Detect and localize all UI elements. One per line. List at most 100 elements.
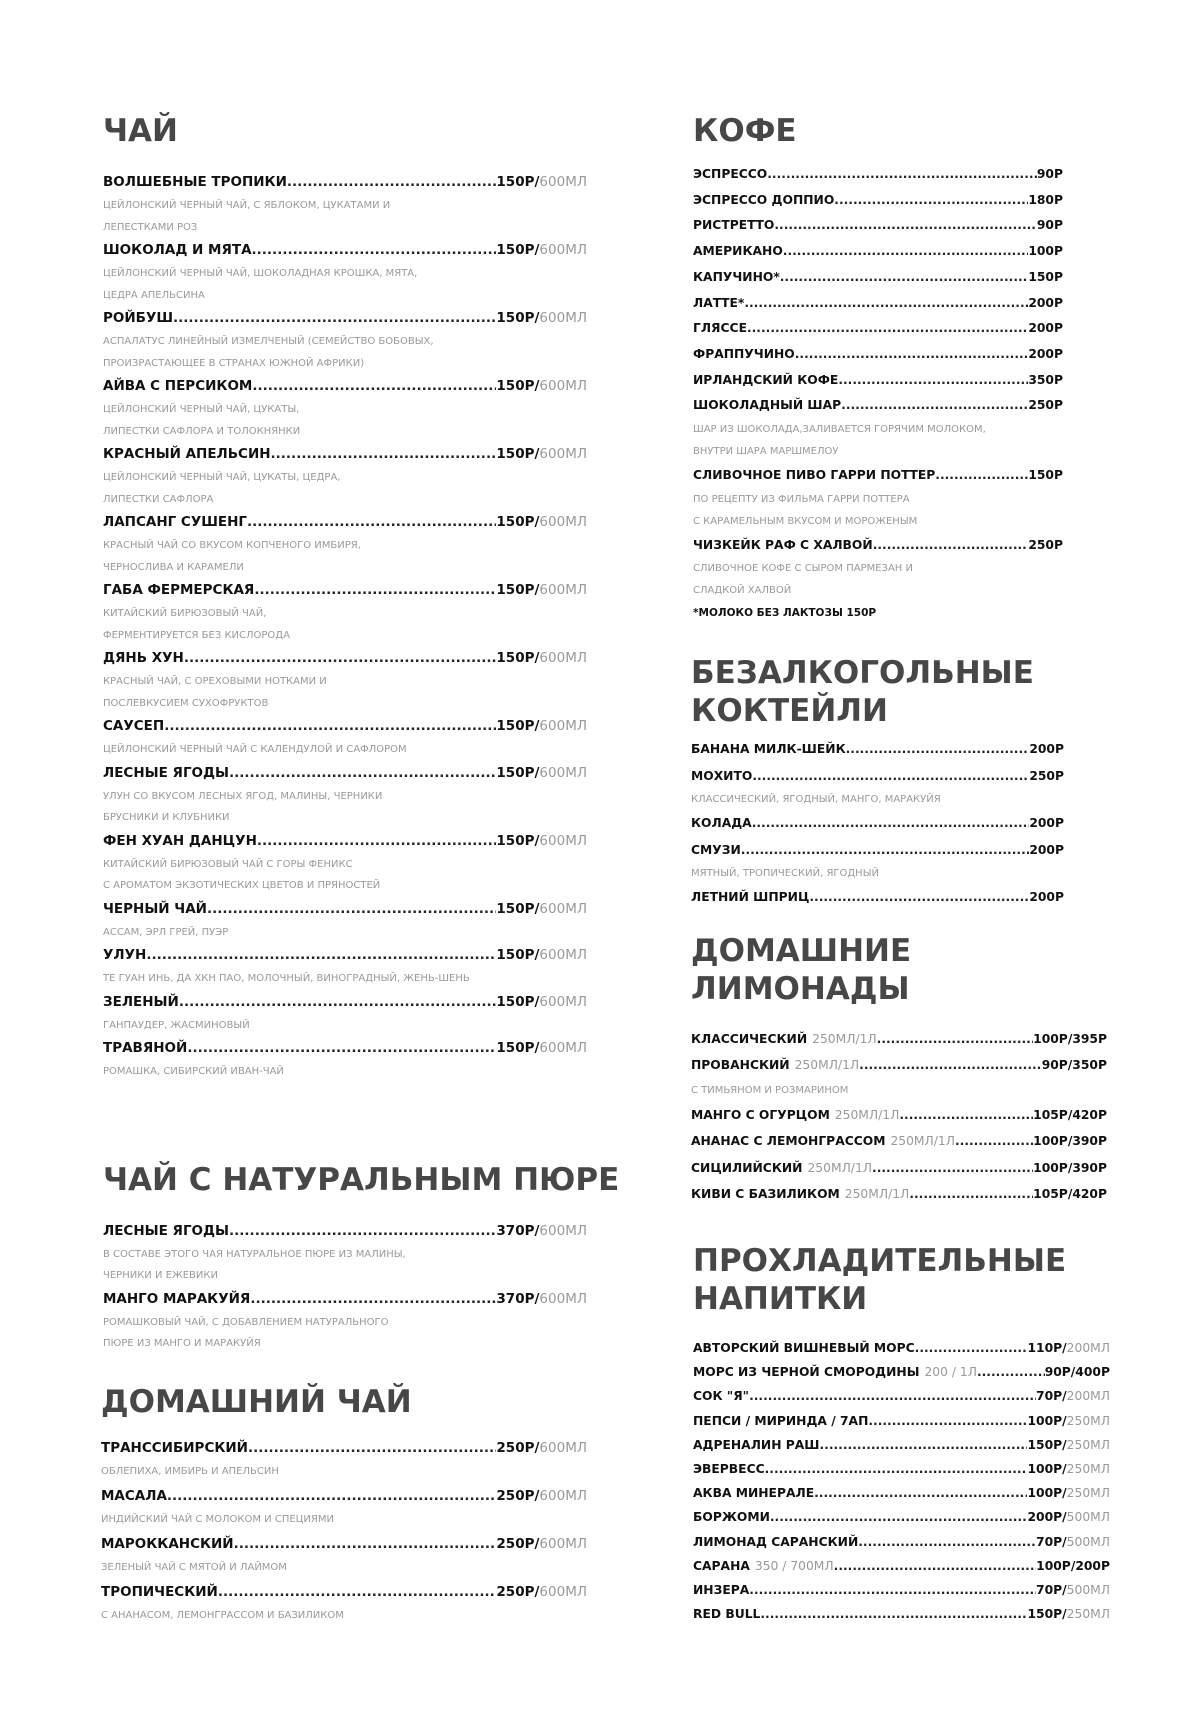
menu-item-row: ЛЕСНЫЕ ЯГОДЫ 370Р/600МЛ (103, 1219, 587, 1244)
item-description: С АНАНАСОМ, ЛЕМОНГРАССОМ И БАЗИЛИКОМ (101, 1609, 344, 1621)
item-price: 70Р/ (1036, 1389, 1067, 1404)
section-title-line: ЧАЙ С НАТУРАЛЬНЫМ ПЮРЕ (103, 1161, 620, 1198)
menu-item: ВОЛШЕБНЫЕ ТРОПИКИ 150Р/600МЛ ЦЕЙЛОНСКИЙ ЧЕ… (103, 170, 587, 238)
item-price: 250Р/ (496, 1583, 540, 1600)
item-name: ШОКОЛАДНЫЙ ШАР (693, 398, 842, 413)
item-name: БАНАНА МИЛК-ШЕЙК (691, 742, 846, 757)
item-name: АДРЕНАЛИН РАШ (693, 1437, 820, 1452)
dot-leader (146, 943, 496, 968)
menu-item: ЛАТТЕ* 200Р (693, 291, 1063, 317)
menu-item: ИНЗЕРА 70Р/500МЛ (693, 1578, 1110, 1602)
menu-item: ЛЕТНИЙ ШПРИЦ 200Р (691, 884, 1064, 911)
menu-item-row: СОК "Я" 70Р/200МЛ (693, 1384, 1110, 1408)
menu-item: МОХИТО 250Р КЛАССИЧЕСКИЙ, ЯГОДНЫЙ, МАНГО, … (691, 763, 1064, 811)
dot-leader (858, 1530, 1036, 1554)
item-description: С КАРАМЕЛЬНЫМ ВКУСОМ И МОРОЖЕНЫМ (693, 515, 918, 527)
item-name: РИСТРЕТТО (693, 218, 775, 233)
dot-leader (955, 1128, 1033, 1155)
item-description: ЛЕПЕСТКАМИ РОЗ (103, 221, 198, 233)
item-volume: 600МЛ (539, 446, 587, 462)
item-volume: 600МЛ (539, 174, 587, 190)
item-description: ИНДИЙСКИЙ ЧАЙ С МОЛОКОМ И СПЕЦИЯМИ (101, 1513, 334, 1525)
item-description: КИТАЙСКИЙ БИРЮЗОВЫЙ ЧАЙ, (103, 608, 267, 619)
item-volume: 600МЛ (539, 1487, 587, 1504)
item-volume: 600МЛ (539, 514, 587, 530)
item-price: 90Р/350Р (1041, 1058, 1107, 1073)
item-name: КЛАССИЧЕСКИЙ (691, 1031, 808, 1046)
dot-leader (935, 463, 1028, 489)
menu-item-row: ЭСПРЕССО ДОППИО 180Р (693, 188, 1063, 214)
item-price: 100Р/ (1027, 1461, 1067, 1476)
menu-item: АДРЕНАЛИН РАШ 150Р/250МЛ (693, 1433, 1110, 1457)
menu-item: ЛАПСАНГ СУШЕНГ 150Р/600МЛ КРАСНЫЙ ЧАЙ СО В… (103, 510, 587, 578)
menu-item-list: ЭСПРЕССО 90Р ЭСПРЕССО ДОППИО 180Р РИСТРЕТТО 9… (693, 162, 1063, 624)
dot-leader (820, 1433, 1028, 1457)
menu-item-row: АКВА МИНЕРАЛЕ 100Р/250МЛ (693, 1481, 1110, 1505)
item-volume: 200МЛ (1066, 1389, 1110, 1404)
item-name: БОРЖОМИ (693, 1510, 770, 1525)
menu-item: АНАНАС С ЛЕМОНГРАССОМ 250МЛ/1Л 100Р/390Р (691, 1128, 1107, 1155)
dot-leader (164, 714, 496, 739)
dot-leader (250, 1287, 496, 1312)
item-name: ЛЕТНИЙ ШПРИЦ (691, 890, 810, 905)
item-price: 150Р/ (496, 718, 540, 734)
section-title-line: КОКТЕЙЛИ (691, 693, 888, 730)
menu-item: ПЕПСИ / МИРИНДА / 7АП 100Р/250МЛ (693, 1409, 1110, 1433)
menu-item-row: КРАСНЫЙ АПЕЛЬСИН 150Р/600МЛ (103, 442, 587, 467)
menu-item: ФРАППУЧИНО 200Р (693, 342, 1063, 368)
dot-leader (760, 1602, 1027, 1626)
item-name: ГЛЯССЕ (693, 321, 747, 336)
menu-item: КИВИ С БАЗИЛИКОМ 250МЛ/1Л 105Р/420Р (691, 1181, 1107, 1208)
item-volume: 600МЛ (539, 1583, 587, 1600)
dot-leader (841, 393, 1028, 419)
dot-leader (218, 1579, 497, 1605)
menu-item-row: ФРАППУЧИНО 200Р (693, 342, 1063, 368)
menu-item-row: СИЦИЛИЙСКИЙ 250МЛ/1Л 100Р/390Р (691, 1155, 1107, 1182)
item-name: КРАСНЫЙ АПЕЛЬСИН (103, 446, 271, 462)
dot-leader (747, 316, 1028, 342)
item-price: 370Р/ (496, 1222, 540, 1239)
dot-leader (749, 1578, 1036, 1602)
menu-item-row: ЧЕРНЫЙ ЧАЙ 150Р/600МЛ (103, 897, 587, 922)
dot-leader (229, 761, 496, 786)
menu-item-row: ВОЛШЕБНЫЕ ТРОПИКИ 150Р/600МЛ (103, 170, 587, 195)
menu-item-row: ЭСПРЕССО 90Р (693, 162, 1063, 188)
item-price: 110Р/ (1027, 1340, 1067, 1355)
item-price: 250Р (1028, 537, 1063, 552)
item-description: ФЕРМЕНТИРУЕТСЯ БЕЗ КИСЛОРОДА (103, 629, 290, 641)
item-price: 180Р (1028, 192, 1063, 207)
menu-item: МАРОККАНСКИЙ 250Р/600МЛ ЗЕЛЕНЫЙ ЧАЙ С МЯТО… (101, 1531, 587, 1579)
dot-leader (767, 162, 1037, 188)
menu-item: ЧЕРНЫЙ ЧАЙ 150Р/600МЛ АССАМ, ЭРЛ ГРЕЙ, ПУЭ… (103, 897, 587, 944)
menu-item: ГАБА ФЕРМЕРСКАЯ 150Р/600МЛ КИТАЙСКИЙ БИРЮЗ… (103, 578, 587, 646)
dot-leader (752, 810, 1030, 837)
menu-item: МОРС ИЗ ЧЕРНОЙ СМОРОДИНЫ 200 / 1Л 90Р/400Р (693, 1360, 1110, 1384)
menu-item: ГЛЯССЕ 200Р (693, 316, 1063, 342)
item-description: ЦЕЙЛОНСКИЙ ЧЕРНЫЙ ЧАЙ, С ЯБЛОКОМ, ЦУКАТА… (103, 200, 391, 211)
item-price: 90Р (1036, 167, 1063, 181)
menu-item-row: ИНЗЕРА 70Р/500МЛ (693, 1578, 1110, 1602)
menu-item-row: СМУЗИ 200Р (691, 837, 1064, 864)
item-description: АСПАЛАТУС ЛИНЕЙНЫЙ ИЗМЕЛЧЕНЫЙ (СЕМЕЙСТВО… (103, 336, 434, 347)
item-description: ШАР ИЗ ШОКОЛАДА,ЗАЛИВАЕТСЯ ГОРЯЧИМ МОЛОК… (693, 424, 986, 436)
item-price: 105Р/420Р (1033, 1187, 1107, 1202)
dot-leader (287, 170, 497, 195)
item-size: 250МЛ/1Л (812, 1031, 877, 1046)
menu-item-row: СЛИВОЧНОЕ ПИВО ГАРРИ ПОТТЕР 150Р (693, 463, 1063, 489)
menu-item: САУСЕП 150Р/600МЛ ЦЕЙЛОНСКИЙ ЧЕРНЫЙ ЧАЙ С … (103, 714, 587, 761)
item-price: 200Р (1028, 321, 1063, 336)
menu-item: ДЯНЬ ХУН 150Р/600МЛ КРАСНЫЙ ЧАЙ, С ОРЕХОВЫ… (103, 646, 587, 714)
dot-leader (814, 1481, 1027, 1505)
dot-leader (184, 646, 497, 671)
dot-leader (254, 578, 496, 603)
menu-item: КАПУЧИНО* 150Р (693, 265, 1063, 291)
item-price: 90Р/400Р (1044, 1365, 1110, 1380)
menu-item-list: КЛАССИЧЕСКИЙ 250МЛ/1Л 100Р/395Р ПРОВАНСКИЙ 2… (691, 1026, 1107, 1208)
menu-item-list: БАНАНА МИЛК-ШЕЙК 200Р МОХИТО 250Р КЛАССИЧЕСК… (691, 736, 1064, 911)
menu-item-row: ПЕПСИ / МИРИНДА / 7АП 100Р/250МЛ (693, 1409, 1110, 1433)
item-name: RED BULL (693, 1607, 761, 1622)
dot-leader (271, 442, 497, 467)
menu-item: МАСАЛА 250Р/600МЛ ИНДИЙСКИЙ ЧАЙ С МОЛОКОМ … (101, 1483, 587, 1531)
dot-leader (873, 533, 1029, 559)
